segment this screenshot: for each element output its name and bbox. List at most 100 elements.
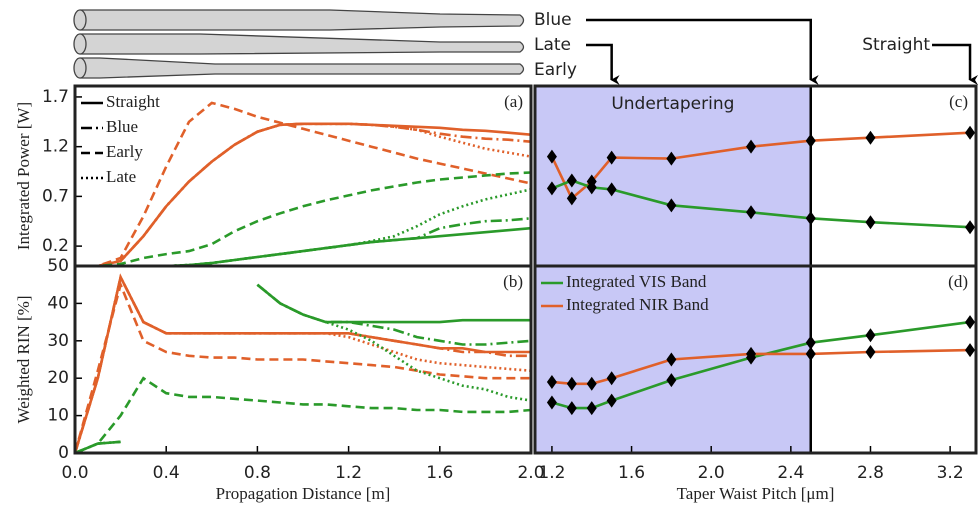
data-point <box>546 395 557 410</box>
series-line <box>75 188 531 266</box>
plot-area <box>75 273 531 453</box>
series-line <box>75 171 531 266</box>
data-point <box>586 401 597 416</box>
data-point <box>666 352 677 367</box>
panel-frame <box>73 264 533 455</box>
x-tick-label: 0.8 <box>244 463 271 483</box>
series-line <box>75 283 531 453</box>
series-line <box>75 283 531 453</box>
legend-label: Late <box>106 167 136 186</box>
x-axis-label: Propagation Distance [m] <box>216 484 391 503</box>
legend-label: Blue <box>106 117 138 136</box>
taper-label: Late <box>534 35 571 55</box>
annotation: Undertapering <box>611 94 734 114</box>
marker-arrow <box>586 43 620 85</box>
data-point <box>666 198 677 213</box>
shaded-region <box>535 86 811 266</box>
data-point <box>586 376 597 391</box>
y-tick-label: 10 <box>47 406 69 426</box>
data-point <box>666 373 677 388</box>
series-line <box>75 273 531 453</box>
y-tick-label: 0 <box>58 443 69 463</box>
y-axis-label: Integrated Power [W] <box>14 102 33 250</box>
panel-label: (a) <box>504 92 523 111</box>
series-line <box>75 273 531 453</box>
x-tick-label: 1.2 <box>538 463 565 483</box>
y-tick-label: 20 <box>47 368 69 388</box>
data-point <box>805 346 816 361</box>
plot-area <box>75 101 531 266</box>
x-tick-label: 1.2 <box>335 463 362 483</box>
taper-early <box>75 57 525 79</box>
series-line <box>75 122 531 266</box>
data-point <box>566 376 577 391</box>
y-axis-label: Weighted RIN [%] <box>14 296 33 424</box>
data-point <box>805 133 816 148</box>
y-tick-label: 0.2 <box>42 236 69 256</box>
data-point <box>865 130 876 145</box>
x-axis-label: Taper Waist Pitch [μm] <box>677 484 835 503</box>
panel-label: (d) <box>948 272 968 291</box>
data-point <box>865 328 876 343</box>
legend-label: Integrated NIR Band <box>566 295 709 314</box>
y-tick-label: 40 <box>47 293 69 313</box>
data-point <box>546 181 557 196</box>
data-point <box>965 315 976 330</box>
data-point <box>805 211 816 226</box>
data-point <box>606 393 617 408</box>
data-point <box>746 139 757 154</box>
series-line <box>75 101 531 266</box>
data-point <box>746 346 757 361</box>
x-tick-label: 2.0 <box>698 463 725 483</box>
data-point <box>566 191 577 206</box>
marker-arrow <box>586 18 819 85</box>
taper-end <box>73 57 87 79</box>
legend-label: Straight <box>106 92 160 111</box>
series-line <box>75 122 531 266</box>
series-line <box>75 376 531 453</box>
y-tick-label: 1.2 <box>42 137 69 157</box>
y-tick-label: 30 <box>47 331 69 351</box>
data-point <box>965 220 976 235</box>
data-point <box>546 149 557 164</box>
taper-end <box>73 33 87 55</box>
x-tick-label: 2.4 <box>777 463 804 483</box>
marker-label: Straight <box>862 35 930 55</box>
data-point <box>606 150 617 165</box>
x-tick-label: 0.0 <box>61 463 88 483</box>
legend-label: Early <box>106 142 143 161</box>
series-line <box>75 273 531 453</box>
data-point <box>746 205 757 220</box>
data-point <box>865 215 876 230</box>
data-point <box>805 335 816 350</box>
data-point <box>666 151 677 166</box>
taper-blue <box>75 9 525 31</box>
marker-arrow <box>932 43 978 85</box>
series-line <box>75 122 531 266</box>
panel-label: (c) <box>949 92 968 111</box>
data-point <box>865 345 876 360</box>
x-tick-label: 2.8 <box>857 463 884 483</box>
data-point <box>566 401 577 416</box>
data-point <box>965 125 976 140</box>
y-tick-label: 50 <box>47 256 69 276</box>
x-tick-label: 1.6 <box>426 463 453 483</box>
legend-label: Integrated VIS Band <box>566 272 707 291</box>
data-point <box>546 374 557 389</box>
data-point <box>965 343 976 358</box>
x-tick-label: 2.0 <box>517 463 544 483</box>
taper-label: Early <box>534 60 577 80</box>
y-tick-label: 0.7 <box>42 186 69 206</box>
data-point <box>606 371 617 386</box>
panel-frame <box>533 264 978 455</box>
taper-end <box>73 9 87 31</box>
data-point <box>586 180 597 195</box>
x-tick-label: 0.4 <box>153 463 180 483</box>
series-line <box>75 283 531 453</box>
panel-frame <box>73 84 533 268</box>
taper-label: Blue <box>534 10 572 30</box>
x-tick-label: 3.2 <box>937 463 964 483</box>
x-tick-label: 1.6 <box>618 463 645 483</box>
series-line <box>75 226 531 266</box>
